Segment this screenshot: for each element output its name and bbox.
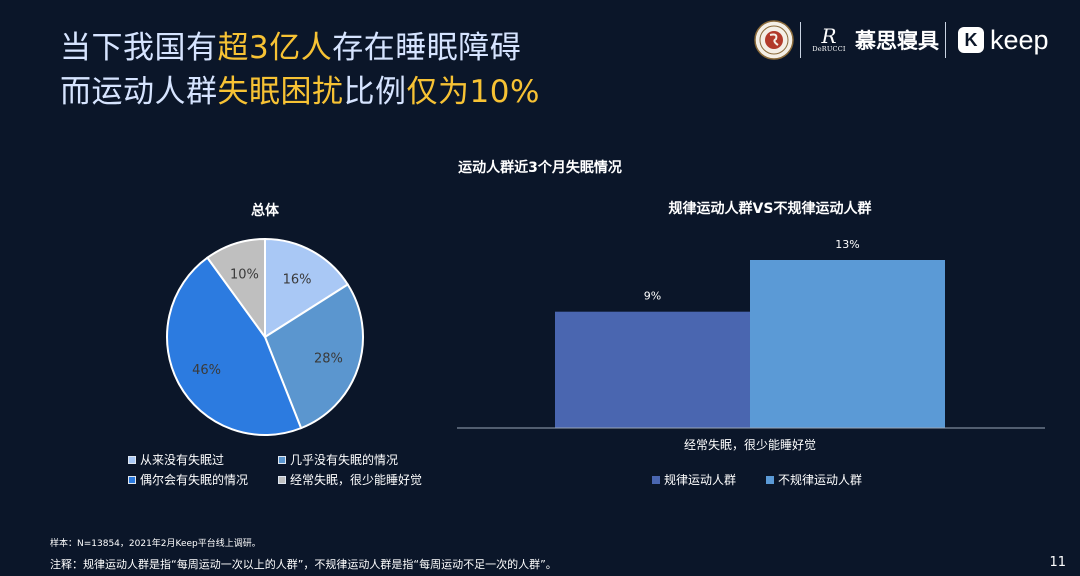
bar	[555, 311, 750, 428]
headline: 当下我国有超3亿人存在睡眠障碍 而运动人群失眠困扰比例仅为10%	[60, 26, 540, 114]
derucci-logo: R DeRUCCI	[812, 24, 846, 53]
bar	[750, 260, 945, 428]
brand-logos: R DeRUCCI 慕思寝具 K keep	[754, 18, 1049, 62]
headline-highlight-3e8: 超3亿人	[217, 30, 333, 66]
brand-divider	[800, 22, 801, 58]
bar-legend-item: 不规律运动人群	[766, 471, 862, 488]
pie-slice	[263, 283, 364, 430]
headline-line-2: 而运动人群失眠困扰比例仅为10%	[60, 74, 540, 110]
pie-slice	[166, 256, 303, 436]
pie-data-label: 28%	[314, 352, 343, 367]
bar-category-label: 经常失眠，很少能睡好觉	[684, 437, 816, 452]
legend-swatch	[128, 475, 136, 484]
pie-subtitle: 总体	[251, 203, 279, 219]
pie-data-label: 16%	[283, 273, 312, 288]
bar-data-label: 13%	[835, 238, 859, 251]
derucci-seal-logo	[754, 20, 794, 60]
keep-logo: K keep	[958, 25, 1049, 56]
pie-legend: 从来没有失眠过 几乎没有失眠的情况 偶尔会有失眠的情况 经常失眠，很少能睡好觉	[128, 451, 448, 491]
bar-chart: 9% 13% 经常失眠，很少能睡好觉	[457, 238, 1045, 452]
keep-wordmark: keep	[990, 24, 1049, 55]
chart-title: 运动人群近3个月失眠情况	[458, 160, 622, 176]
page-number: 11	[1049, 555, 1066, 570]
bar-legend-item: 规律运动人群	[652, 471, 736, 488]
pie-legend-item: 经常失眠，很少能睡好觉	[278, 471, 422, 488]
derucci-cn-name: 慕思寝具	[855, 28, 939, 53]
pie-legend-item: 偶尔会有失眠的情况	[128, 471, 248, 488]
footnote-note: 注释：规律运动人群是指“每周运动一次以上的人群”，不规律运动人群是指“每周运动不…	[50, 558, 557, 571]
legend-swatch	[278, 455, 286, 464]
legend-swatch	[652, 475, 660, 484]
pie-slice	[264, 237, 350, 339]
bar-chart-title: 规律运动人群VS不规律运动人群	[668, 201, 872, 217]
footnote-sample: 样本：N=13854，2021年2月Keep平台线上调研。	[50, 539, 261, 549]
bar-legend: 规律运动人群 不规律运动人群	[652, 471, 912, 487]
headline-highlight-10pct: 仅为10%	[406, 74, 540, 110]
legend-swatch	[766, 475, 774, 484]
pie-legend-item: 从来没有失眠过	[128, 451, 224, 468]
brand-divider	[945, 22, 946, 58]
headline-line-1: 当下我国有超3亿人存在睡眠障碍	[60, 30, 522, 66]
pie-data-label: 10%	[230, 268, 259, 283]
headline-highlight-insomnia: 失眠困扰	[217, 74, 344, 110]
legend-swatch	[128, 455, 136, 464]
pie-slice	[206, 237, 266, 341]
pie-data-label: 46%	[192, 363, 221, 378]
bar-data-label: 9%	[644, 290, 661, 303]
keep-k-icon: K	[958, 27, 984, 53]
pie-legend-item: 几乎没有失眠的情况	[278, 451, 398, 468]
pie-chart: 16% 28% 46% 10%	[166, 237, 364, 436]
legend-swatch	[278, 475, 286, 484]
